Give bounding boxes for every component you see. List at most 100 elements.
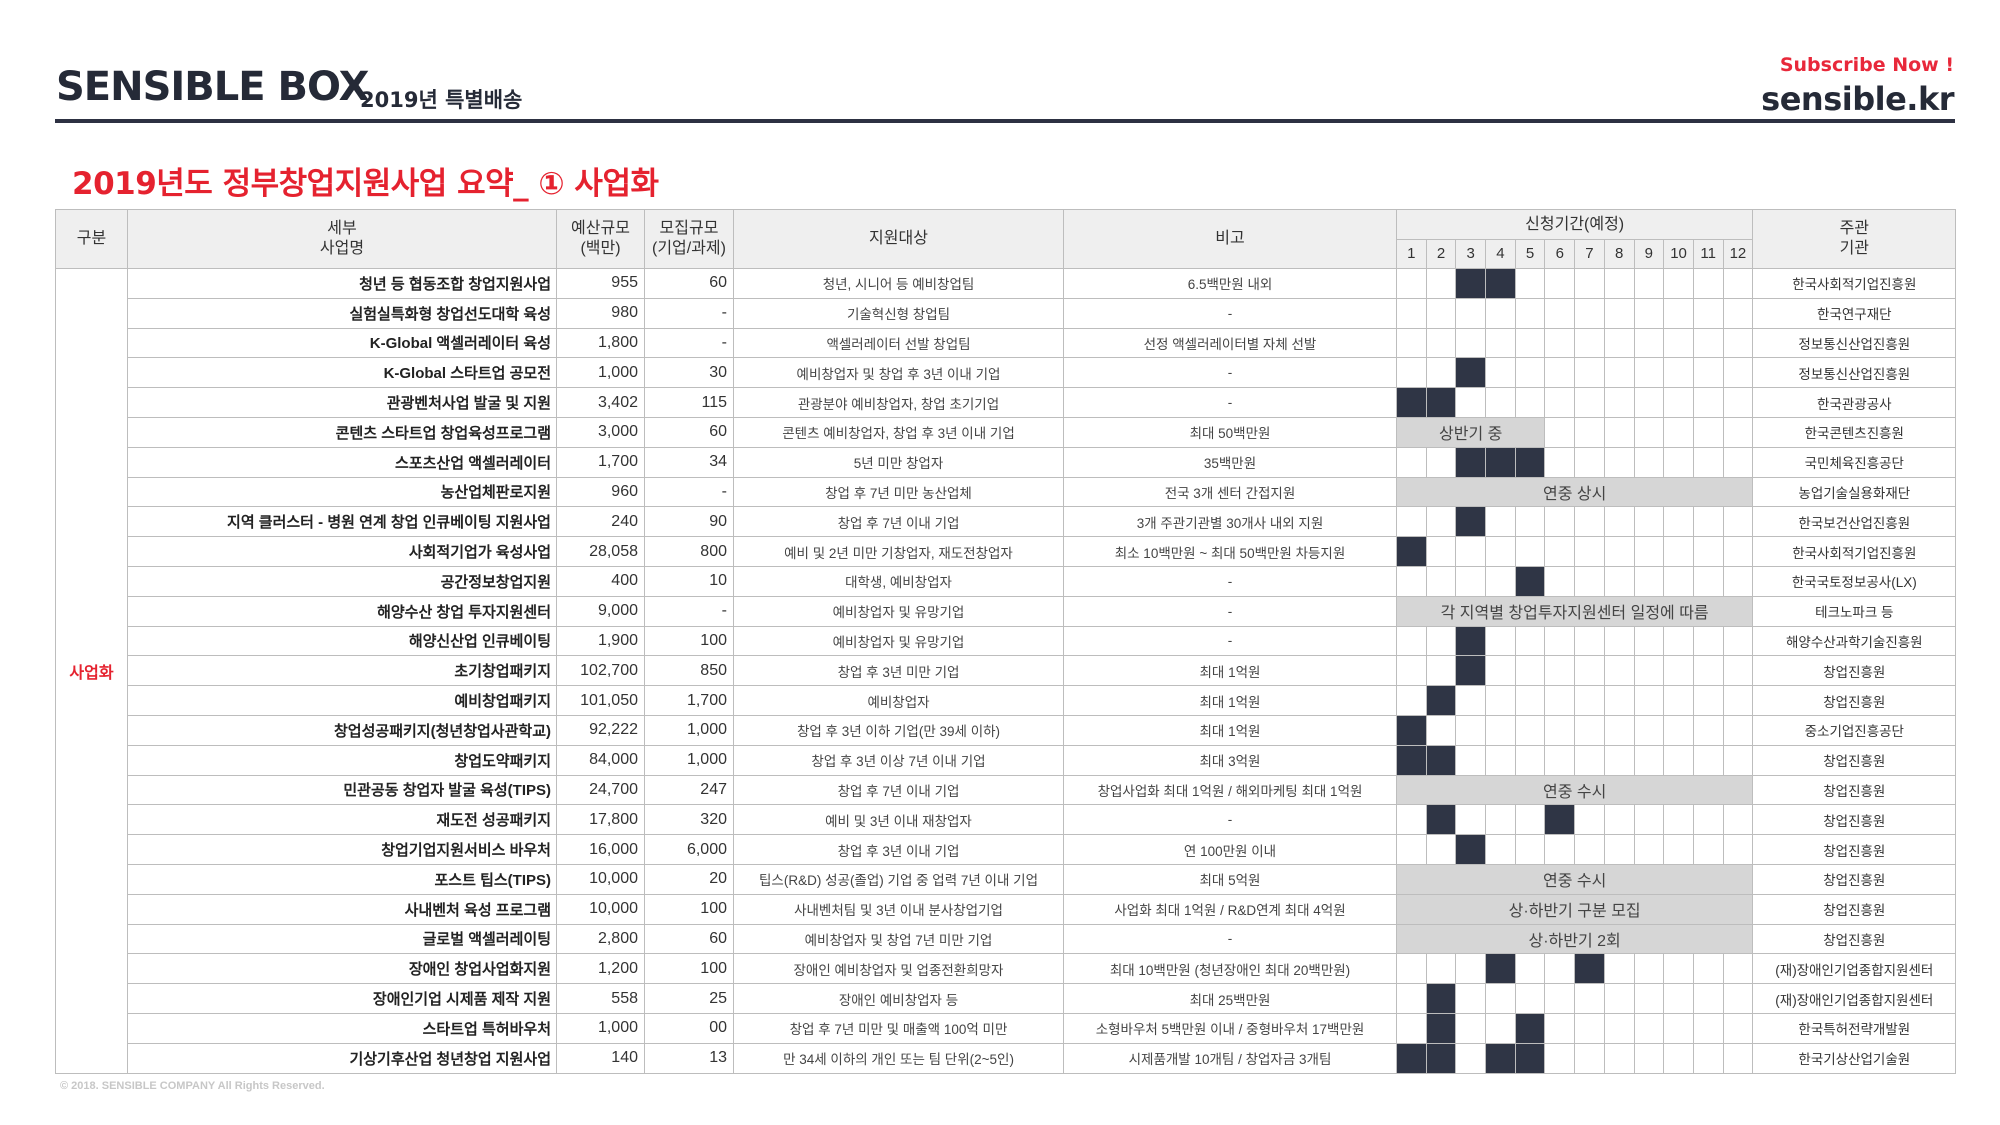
month-cell	[1663, 268, 1694, 299]
target-cell: 예비창업자 및 창업 후 3년 이내 기업	[733, 357, 1064, 389]
org-cell: 창업진흥원	[1752, 893, 1957, 925]
month-cell	[1514, 536, 1546, 567]
month-cell	[1633, 625, 1665, 657]
month-cell	[1663, 297, 1694, 329]
target-cell: 창업 후 7년 미만 및 매출액 100억 미만	[733, 1012, 1064, 1044]
month-cell	[1544, 834, 1576, 865]
month-cell	[1722, 357, 1754, 389]
month-cell	[1692, 625, 1724, 657]
month-cell	[1574, 804, 1605, 836]
note-cell: 선정 액셀러레이터별 자체 선발	[1063, 327, 1397, 359]
table-row: 창업기업지원서비스 바우처 16,000 6,000 창업 후 3년 이내 기업 연 1…	[56, 834, 1957, 865]
scale-cell: 115	[644, 387, 734, 418]
org-cell: 창업진흥원	[1752, 834, 1957, 865]
month-cell	[1425, 953, 1457, 985]
org-cell: (재)장애인기업종합지원센터	[1752, 953, 1957, 985]
note-cell: 소형바우처 5백만원 이내 / 중형바우처 17백만원	[1063, 1012, 1397, 1044]
month-cell	[1722, 565, 1754, 597]
month-cell-active	[1485, 268, 1516, 299]
table-row: 스포츠산업 액셀러레이터 1,700 34 5년 미만 창업자 35백만원 국민체육진흥공…	[56, 446, 1957, 478]
target-cell: 예비창업자	[733, 685, 1064, 716]
month-cell	[1485, 714, 1516, 746]
org-cell: 해양수산과학기술진흥원	[1752, 625, 1957, 657]
month-cell-active	[1544, 804, 1576, 836]
scale-cell: 60	[644, 268, 734, 299]
budget-cell: 960	[556, 476, 645, 508]
month-cell	[1722, 506, 1754, 538]
month-cell	[1603, 804, 1635, 836]
month-cell	[1692, 506, 1724, 538]
month-cell	[1603, 387, 1635, 418]
program-name: 사회적기업가 육성사업	[127, 536, 557, 567]
target-cell: 5년 미만 창업자	[733, 446, 1064, 478]
header-month-7: 7	[1574, 239, 1605, 269]
category-cell: 사업화	[55, 268, 128, 1074]
budget-cell: 101,050	[556, 685, 645, 716]
month-cell	[1574, 655, 1605, 687]
month-cell	[1633, 387, 1665, 418]
budget-cell: 558	[556, 983, 645, 1014]
program-name: 실험실특화형 창업선도대학 육성	[127, 297, 557, 329]
program-name: 민관공동 창업자 발굴 육성(TIPS)	[127, 774, 557, 806]
month-cell	[1633, 1012, 1665, 1044]
month-cell	[1603, 1012, 1635, 1044]
target-cell: 콘텐츠 예비창업자, 창업 후 3년 이내 기업	[733, 416, 1064, 448]
month-cell	[1663, 1042, 1694, 1074]
budget-cell: 980	[556, 297, 645, 329]
site-link[interactable]: sensible.kr	[1761, 80, 1954, 118]
program-name: 창업도약패키지	[127, 744, 557, 776]
month-cell	[1514, 268, 1546, 299]
org-cell: 농업기술실용화재단	[1752, 476, 1957, 508]
month-cell	[1603, 506, 1635, 538]
month-cell-active	[1455, 268, 1487, 299]
note-cell: 3개 주관기관별 30개사 내외 지원	[1063, 506, 1397, 538]
month-cell	[1692, 655, 1724, 687]
org-cell: 창업진흥원	[1752, 744, 1957, 776]
header-org: 주관 기관	[1752, 209, 1957, 269]
scale-cell: -	[644, 476, 734, 508]
program-name: 콘텐츠 스타트업 창업육성프로그램	[127, 416, 557, 448]
org-cell: 중소기업진흥공단	[1752, 714, 1957, 746]
program-name: 글로벌 액셀러레이팅	[127, 923, 557, 955]
month-cell	[1603, 357, 1635, 389]
program-name: 청년 등 협동조합 창업지원사업	[127, 268, 557, 299]
month-cell	[1396, 446, 1427, 478]
note-cell: -	[1063, 625, 1397, 657]
table-row: 스타트업 특허바우처 1,000 00 창업 후 7년 미만 및 매출액 100억 미…	[56, 1012, 1957, 1044]
month-cell-active	[1455, 506, 1487, 538]
month-cell	[1633, 983, 1665, 1014]
month-cell	[1455, 685, 1487, 716]
month-cell-active	[1425, 804, 1457, 836]
org-cell: 정보통신산업진흥원	[1752, 357, 1957, 389]
note-cell: -	[1063, 297, 1397, 329]
target-cell: 창업 후 3년 이상 7년 이내 기업	[733, 744, 1064, 776]
target-cell: 사내벤처팀 및 3년 이내 분사창업기업	[733, 893, 1064, 925]
note-cell: -	[1063, 387, 1397, 418]
budget-cell: 16,000	[556, 834, 645, 865]
org-cell: 한국사회적기업진흥원	[1752, 268, 1957, 299]
note-cell: 최대 1억원	[1063, 655, 1397, 687]
month-cell-active	[1455, 446, 1487, 478]
month-cell	[1603, 744, 1635, 776]
month-cell	[1722, 327, 1754, 359]
month-cell	[1455, 1012, 1487, 1044]
month-cell	[1633, 565, 1665, 597]
month-cell-active	[1455, 357, 1487, 389]
month-cell-active	[1485, 446, 1516, 478]
month-cell	[1455, 744, 1487, 776]
budget-cell: 140	[556, 1042, 645, 1074]
target-cell: 장애인 예비창업자 및 업종전환희망자	[733, 953, 1064, 985]
month-cell	[1603, 446, 1635, 478]
budget-cell: 9,000	[556, 595, 645, 627]
subscribe-link[interactable]: Subscribe Now !	[1779, 54, 1954, 76]
table-row: K-Global 액셀러레이터 육성 1,800- 액셀러레이터 선발 창업팀 선정 …	[56, 327, 1957, 359]
scale-cell: 1,000	[644, 744, 734, 776]
org-cell: 창업진흥원	[1752, 655, 1957, 687]
org-cell: 창업진흥원	[1752, 863, 1957, 895]
scale-cell: 1,000	[644, 714, 734, 746]
budget-cell: 84,000	[556, 744, 645, 776]
month-cell	[1633, 446, 1665, 478]
scale-cell: 90	[644, 506, 734, 538]
month-cell-active	[1425, 744, 1457, 776]
table-row: 해양신산업 인큐베이팅 1,900 100 예비창업자 및 유망기업 - 해양수산과학기술…	[56, 625, 1957, 657]
